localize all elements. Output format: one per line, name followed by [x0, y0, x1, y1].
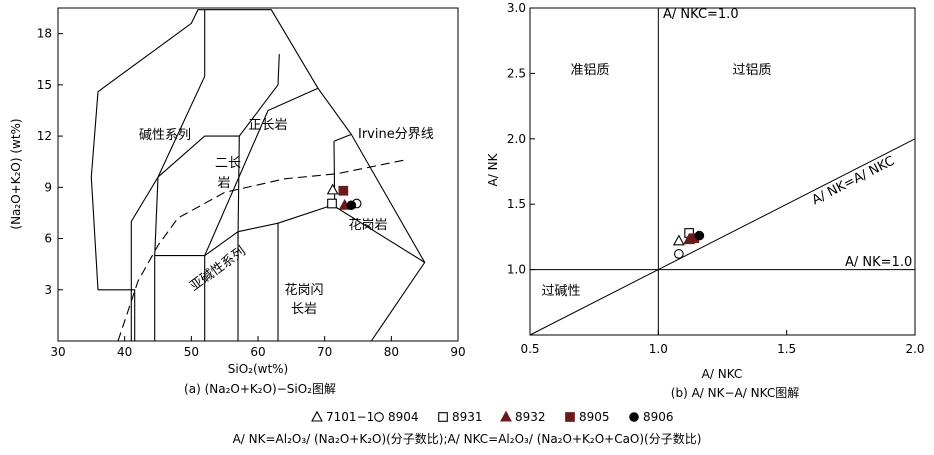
- tas-field-boundary: [98, 289, 136, 341]
- anc-y-tick-label: 2.0: [507, 132, 526, 146]
- field-label-metaluminous: 准铝质: [570, 63, 609, 78]
- tas-x-tick-label: 90: [450, 345, 465, 359]
- legend-label: 8904: [388, 410, 419, 424]
- legend-item: 8904: [374, 410, 419, 424]
- tas-x-tick-label: 30: [50, 345, 65, 359]
- tas-field-boundary: [157, 135, 240, 178]
- field-label-monzonite: 二长: [215, 156, 241, 171]
- tas-point-7101-1: [326, 183, 339, 195]
- tas-y-tick-label: 6: [44, 232, 52, 246]
- field-label-peraluminous: 过铝质: [732, 63, 771, 78]
- field-label-granodiorite: 花岗闪: [284, 282, 323, 298]
- tas-field-boundary: [331, 203, 425, 263]
- legend-marker-filled-circle: [629, 412, 639, 422]
- sample-legend: 7101−1 8904 8931 8932 8905 8906: [311, 410, 674, 424]
- tas-diagram-panel: 30 40 50 60 70 80 90 3 6 9 12 15 18 碱性系列 正长岩 二长 岩 I…: [9, 7, 466, 396]
- tas-x-tick-label: 80: [384, 345, 399, 359]
- vertical-line-label: A/ NKC=1.0: [663, 7, 739, 22]
- tas-field-boundary: [154, 255, 206, 341]
- tas-y-tick-label: 18: [37, 27, 52, 41]
- anc-panel-caption: (b) A/ NK−A/ NKC图解: [671, 386, 799, 400]
- legend-item: 7101−1: [311, 410, 374, 424]
- tas-point-8906: [346, 200, 357, 211]
- anc-x-ticks: 0.5 1.0 1.5 2.0: [520, 330, 925, 356]
- anc-y-tick-label: 2.5: [507, 66, 526, 80]
- tas-x-tick-label: 60: [250, 345, 265, 359]
- formula-note: A/ NK=Al₂O₃/ (Na₂O+K₂O)(分子数比);A/ NKC=Al₂…: [233, 431, 702, 446]
- tas-point-8931: [327, 198, 337, 209]
- legend-marker-filled-square: [565, 412, 575, 422]
- anc-point-7101-1: [672, 234, 685, 246]
- legend-item: 8931: [438, 410, 483, 424]
- tas-y-ticks: 3 6 9 12 15 18: [37, 27, 63, 297]
- legend-item: 8932: [500, 410, 546, 424]
- anc-y-tick-label: 1.5: [507, 197, 526, 211]
- tas-y-tick-label: 3: [44, 283, 52, 297]
- legend-label: 8931: [452, 410, 483, 424]
- legend-label: 7101−1: [326, 410, 374, 424]
- anc-x-tick-label: 0.5: [520, 342, 539, 356]
- anc-y-ticks: 1.0 1.5 2.0 2.5 3.0: [507, 1, 535, 277]
- tas-y-tick-label: 9: [44, 180, 52, 194]
- anc-y-tick-label: 3.0: [507, 1, 526, 15]
- tas-field-boundary: [333, 133, 352, 142]
- legend-marker-filled-triangle: [500, 410, 512, 422]
- tas-field-boundary: [154, 177, 159, 341]
- field-label-granodiorite-line2: 长岩: [291, 302, 317, 317]
- anc-point-8906: [694, 230, 705, 241]
- tas-x-tick-label: 50: [184, 345, 199, 359]
- tas-y-axis-title: (Na₂O+K₂O) (wt%): [9, 118, 23, 229]
- irvine-line-label: Irvine分界线: [358, 127, 434, 142]
- anc-y-tick-label: 1.0: [507, 263, 526, 277]
- horizontal-line-label: A/ NK=1.0: [845, 255, 912, 270]
- anc-x-axis-title: A/ NKC: [702, 367, 743, 381]
- tas-sample-points: [326, 183, 362, 211]
- anc-point-8904: [674, 249, 684, 259]
- legend-item: 8905: [565, 410, 610, 424]
- tas-panel-caption: (a) (Na₂O+K₂O)−SiO₂图解: [184, 382, 336, 396]
- tas-x-axis-title: SiO₂(wt%): [228, 362, 289, 376]
- field-label-subalkaline: 亚碱性系列: [187, 244, 248, 294]
- tas-x-tick-label: 40: [117, 345, 132, 359]
- field-label-peralkaline: 过碱性: [541, 284, 580, 299]
- tas-field-boundary: [204, 87, 319, 256]
- field-label-granite: 花岗岩: [348, 217, 387, 233]
- anc-x-tick-label: 2.0: [905, 342, 924, 356]
- tas-field-boundary: [277, 141, 336, 224]
- field-label-alkaline: 碱性系列: [139, 128, 191, 143]
- anc-sample-points: [672, 228, 705, 259]
- anc-plot-frame: [529, 7, 916, 336]
- anc-x-tick-label: 1.0: [649, 342, 668, 356]
- tas-field-boundary: [90, 9, 426, 342]
- legend-label: 8906: [643, 410, 674, 424]
- anc-y-axis-title: A/ NK: [486, 152, 500, 186]
- tas-y-tick-label: 12: [37, 129, 52, 143]
- alumina-saturation-panel: 0.5 1.0 1.5 2.0 1.01.52.02.53.0 A/ NKC=1.0 …: [486, 1, 925, 400]
- field-label-monzonite-line2: 岩: [217, 176, 230, 191]
- diagonal-line-label: A/ NK=A/ NKC: [810, 154, 898, 208]
- tas-field-boundaries: [90, 9, 426, 342]
- tas-field-boundary: [237, 54, 280, 241]
- tas-point-8905: [338, 185, 349, 196]
- legend-marker-open-circle: [374, 412, 384, 422]
- tas-x-ticks: 30 40 50 60 70 80 90: [50, 336, 466, 359]
- legend-label: 8905: [579, 410, 610, 424]
- tas-field-boundary: [237, 222, 279, 341]
- legend-marker-open-square: [438, 412, 448, 422]
- legend-item: 8906: [629, 410, 674, 424]
- anc-x-tick-label: 1.5: [777, 342, 796, 356]
- irvine-dividing-line: [117, 159, 405, 342]
- legend-label: 8932: [515, 410, 546, 424]
- tas-plot-frame: [57, 7, 459, 342]
- anc-diagonal-reference-line: [529, 138, 916, 336]
- legend-marker-open-triangle: [311, 410, 323, 422]
- tas-x-tick-label: 70: [317, 345, 332, 359]
- field-label-syenite: 正长岩: [248, 118, 287, 133]
- tas-y-tick-label: 15: [37, 78, 52, 92]
